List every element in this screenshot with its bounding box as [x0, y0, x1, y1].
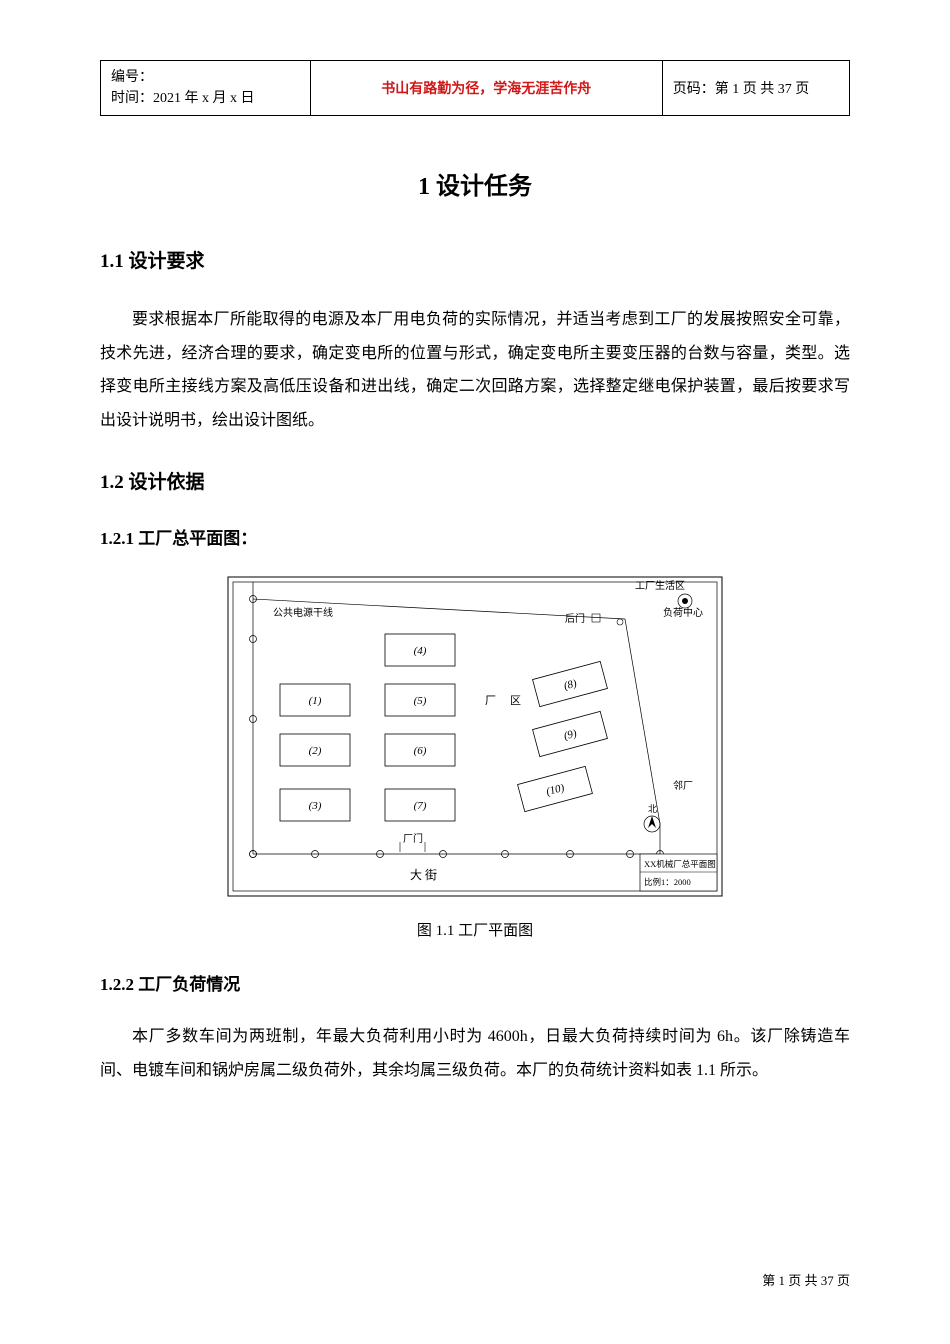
svg-text:后门: 后门	[565, 612, 585, 625]
doc-time: 时间：2021 年 x 月 x 日	[111, 88, 300, 109]
doc-number: 编号：	[111, 67, 300, 88]
section-1-1-paragraph: 要求根据本厂所能取得的电源及本厂用电负荷的实际情况，并适当考虑到工厂的发展按照安…	[100, 303, 850, 437]
svg-text:大 街: 大 街	[410, 868, 437, 882]
svg-text:(5): (5)	[414, 695, 427, 707]
factory-diagram-container: 工厂生活区负荷中心 公共电源干线 后门厂 区 (1) (2) (3) (4) (5) (6) (7)…	[100, 574, 850, 904]
svg-text:北: 北	[648, 804, 657, 814]
factory-svg: 工厂生活区负荷中心 公共电源干线 后门厂 区 (1) (2) (3) (4) (5) (6) (7)…	[225, 574, 725, 899]
svg-text:(2): (2)	[309, 745, 322, 757]
svg-text:公共电源干线: 公共电源干线	[273, 606, 333, 619]
page-footer: 第 1 页 共 37 页	[762, 1270, 850, 1289]
svg-text:(9): (9)	[563, 728, 579, 743]
factory-plan-diagram: 工厂生活区负荷中心 公共电源干线 后门厂 区 (1) (2) (3) (4) (5) (6) (7)…	[225, 574, 725, 904]
section-1-2-1-heading: 1.2.1 工厂总平面图：	[100, 524, 850, 549]
header-page-info: 页码：第 1 页 共 37 页	[662, 61, 849, 116]
svg-text:厂: 厂	[485, 695, 496, 707]
header-motto: 书山有路勤为径，学海无涯苦作舟	[310, 61, 662, 116]
section-1-2-heading: 1.2 设计依据	[100, 467, 850, 494]
svg-text:(1): (1)	[309, 695, 322, 707]
section-1-2-2-heading: 1.2.2 工厂负荷情况	[100, 970, 850, 995]
svg-text:(10): (10)	[545, 782, 566, 798]
svg-text:(4): (4)	[414, 645, 427, 657]
svg-text:比例1：2000: 比例1：2000	[644, 877, 691, 887]
document-header-table: 编号： 时间：2021 年 x 月 x 日 书山有路勤为径，学海无涯苦作舟 页码…	[100, 60, 850, 116]
section-1-2-2-paragraph: 本厂多数车间为两班制，年最大负荷利用小时为 4600h，日最大负荷持续时间为 6…	[100, 1020, 850, 1087]
svg-text:XX机械厂总平面图: XX机械厂总平面图	[644, 859, 716, 869]
svg-text:(3): (3)	[309, 800, 322, 812]
diagram-caption: 图 1.1 工厂平面图	[100, 919, 850, 940]
main-title: 1 设计任务	[100, 166, 850, 201]
svg-text:工厂生活区: 工厂生活区	[635, 579, 685, 592]
svg-text:邻厂: 邻厂	[673, 779, 693, 792]
svg-text:区: 区	[510, 695, 521, 707]
svg-text:(7): (7)	[414, 800, 427, 812]
header-left-cell: 编号： 时间：2021 年 x 月 x 日	[101, 61, 311, 116]
svg-text:(8): (8)	[563, 678, 579, 693]
svg-text:厂门: 厂门	[403, 832, 423, 845]
svg-text:(6): (6)	[414, 745, 427, 757]
svg-text:负荷中心: 负荷中心	[663, 606, 703, 619]
section-1-1-heading: 1.1 设计要求	[100, 246, 850, 273]
